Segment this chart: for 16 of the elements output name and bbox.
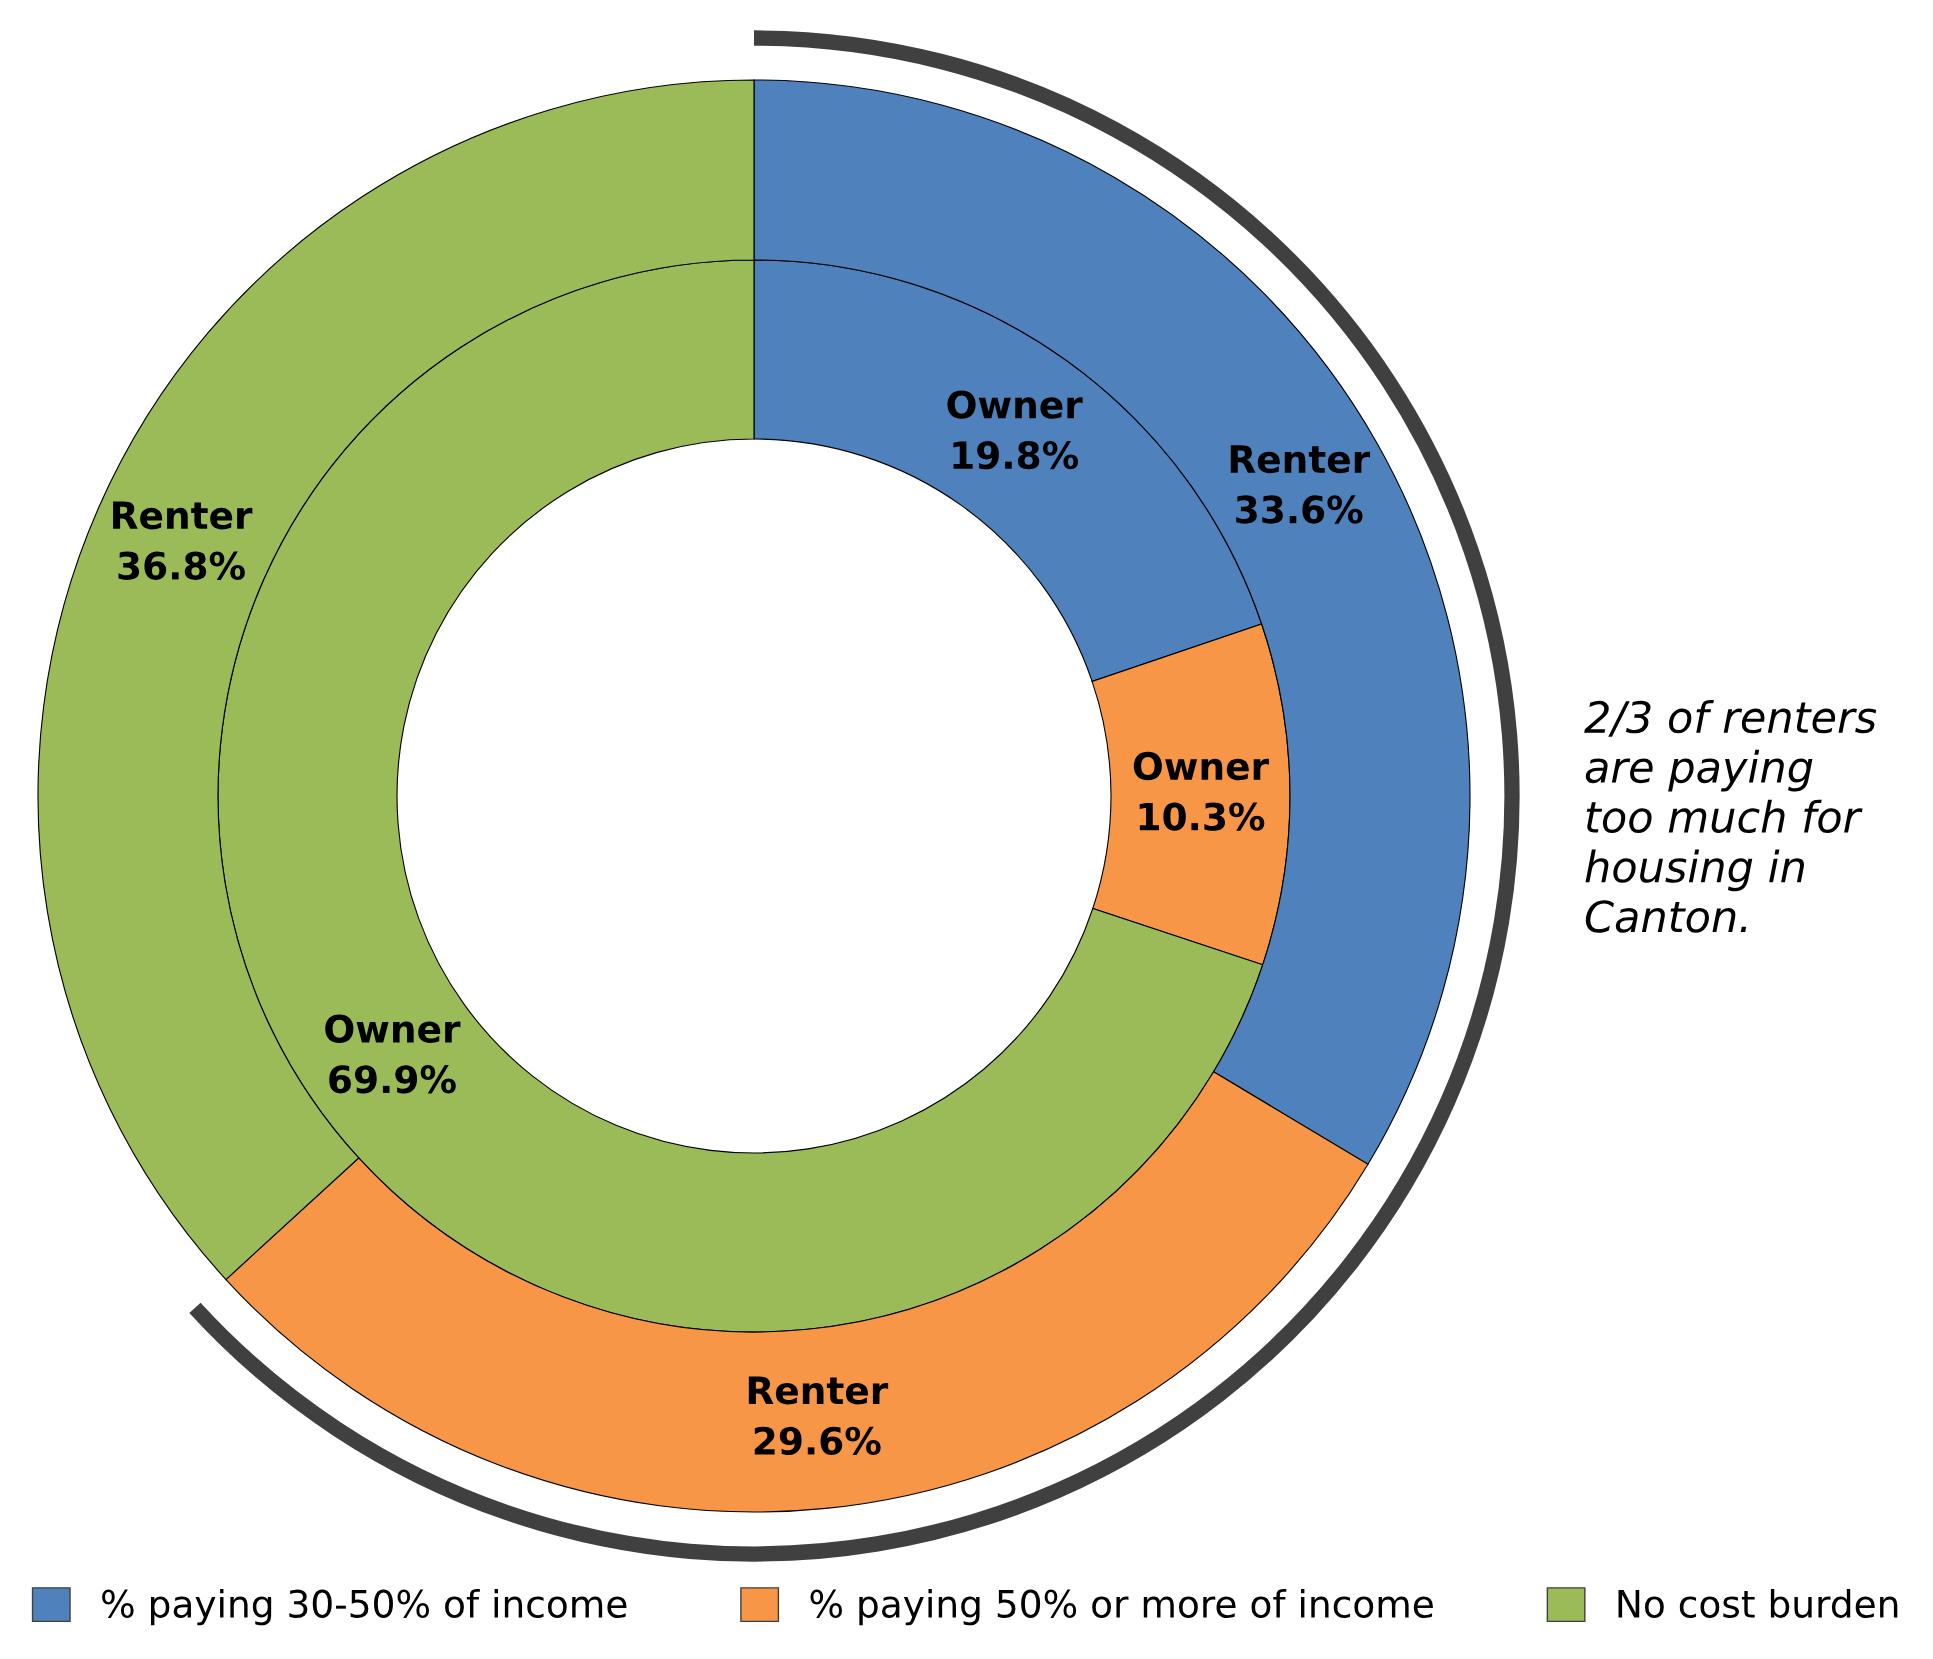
data-label: 69.9% — [329, 1065, 456, 1094]
slice-label: Owner — [325, 1014, 461, 1043]
data-label: 10.3% — [1139, 802, 1265, 831]
text: 2/3 of renters are paying too much for housing in Canton. — [1584, 700, 1877, 933]
data-label: 36.8% — [118, 551, 245, 580]
data-label: 33.6% — [1236, 495, 1363, 524]
text: Renter — [748, 1376, 889, 1405]
slice-label: Renter — [1230, 445, 1371, 474]
data-label: 19.8% — [953, 440, 1079, 470]
legend-label: % paying 30-50% of income — [102, 1588, 627, 1626]
text: Renter — [113, 501, 253, 530]
text: Owner — [947, 390, 1083, 419]
legend-label: No cost burden — [1618, 1588, 1898, 1618]
data-label: 29.6% — [754, 1426, 881, 1455]
legend-label: % paying 50% or more of income — [810, 1588, 1433, 1626]
text: Owner — [1133, 751, 1269, 781]
